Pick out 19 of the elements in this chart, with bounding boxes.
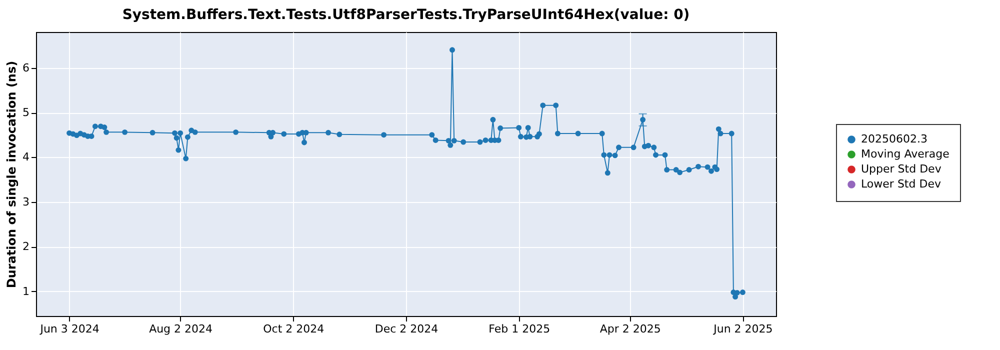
x-tick-label: Apr 2 2025 bbox=[600, 322, 661, 336]
y-tick-label: 6 bbox=[22, 61, 30, 74]
legend-label: Lower Std Dev bbox=[861, 178, 942, 190]
legend-label: Upper Std Dev bbox=[861, 162, 942, 176]
x-tick-label: Jun 3 2024 bbox=[39, 322, 100, 336]
x-tick-label: Jun 2 2025 bbox=[712, 322, 773, 336]
chart-title: System.Buffers.Text.Tests.Utf8ParserTests.TryParseUInt64Hex(value: 0) bbox=[122, 7, 690, 23]
x-tick-label: Feb 1 2025 bbox=[488, 322, 550, 336]
legend-label: Moving Average bbox=[861, 148, 950, 160]
x-tick-label: Oct 2 2024 bbox=[263, 322, 324, 336]
y-tick-label: 5 bbox=[22, 106, 30, 120]
y-axis-title: Duration of single invocation (ns) bbox=[4, 60, 18, 288]
y-tick-label: 2 bbox=[22, 240, 30, 254]
y-tick-label: 1 bbox=[22, 284, 30, 298]
x-tick-label: Dec 2 2024 bbox=[374, 322, 438, 336]
y-tick-label: 4 bbox=[22, 150, 30, 164]
y-tick-label: 3 bbox=[22, 195, 30, 208]
x-tick-label: Aug 2 2024 bbox=[149, 322, 213, 336]
legend-label: 20250602.3 bbox=[861, 132, 928, 146]
